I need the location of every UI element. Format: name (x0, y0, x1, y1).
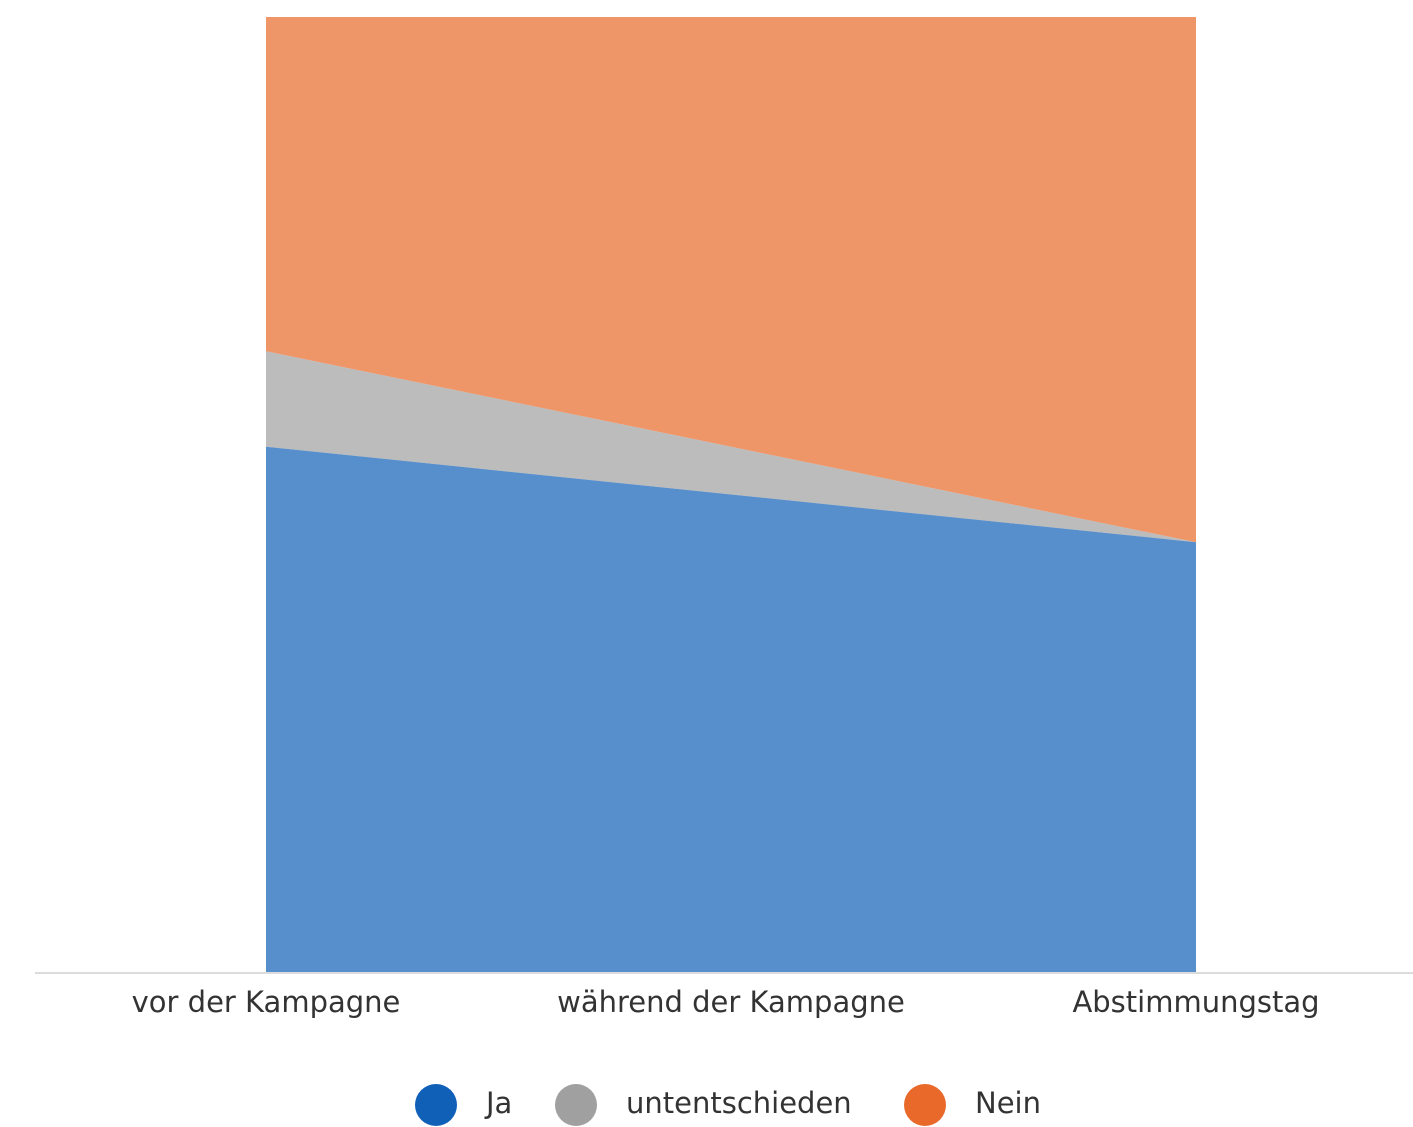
legend-label: Nein (975, 1086, 1041, 1120)
legend-label: untentschieden (626, 1086, 852, 1120)
legend-marker (555, 1084, 597, 1126)
legend-label: Ja (484, 1086, 512, 1120)
area (266, 17, 1196, 543)
legend-marker (904, 1084, 946, 1126)
x-tick-label: während der Kampagne (557, 985, 905, 1019)
area (266, 446, 1196, 972)
x-tick-label: Abstimmungstag (1072, 985, 1319, 1019)
legend-marker (415, 1084, 457, 1126)
area (266, 351, 1196, 543)
x-tick-label: vor der Kampagne (132, 985, 401, 1019)
